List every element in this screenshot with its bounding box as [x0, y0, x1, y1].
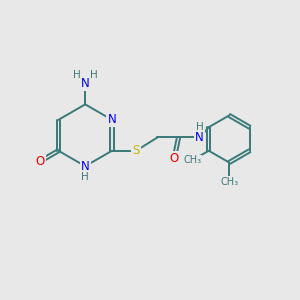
- Text: H: H: [73, 70, 81, 80]
- Text: N: N: [108, 113, 116, 126]
- Text: CH₃: CH₃: [220, 177, 238, 187]
- Text: S: S: [133, 144, 140, 157]
- Text: N: N: [81, 160, 90, 173]
- Text: H: H: [196, 122, 204, 132]
- Text: O: O: [35, 155, 45, 168]
- Text: N: N: [195, 131, 204, 144]
- Text: H: H: [81, 172, 89, 182]
- Text: CH₃: CH₃: [183, 155, 201, 165]
- Text: O: O: [169, 152, 179, 165]
- Text: N: N: [81, 77, 90, 90]
- Text: H: H: [90, 70, 97, 80]
